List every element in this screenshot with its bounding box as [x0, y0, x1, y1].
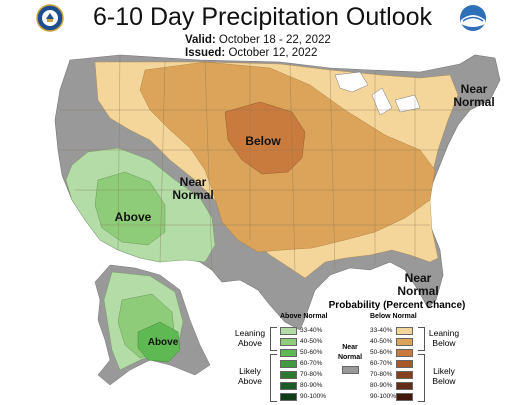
legend-likely-above-2: Above	[237, 376, 263, 386]
legend-leaning-below-2: Below	[432, 338, 456, 348]
label-near-west-2: Normal	[172, 188, 213, 202]
valid-label: Valid:	[185, 34, 216, 46]
legend-below-swatch	[396, 327, 413, 335]
legend-bracket-likely-below	[418, 354, 425, 402]
legend-below-swatch-label: 60-70%	[370, 360, 393, 367]
legend-above-swatch	[280, 371, 297, 379]
page-title: 6-10 Day Precipitation Outlook	[92, 3, 433, 31]
legend-above-swatch	[280, 393, 297, 401]
legend-below-swatch	[396, 338, 413, 346]
legend-above-swatch	[280, 338, 297, 346]
legend-leaning-below-1: Leaning	[428, 328, 460, 338]
label-near-ne-1: Near	[461, 82, 488, 96]
legend-below-swatch-label: 33-40%	[370, 327, 393, 334]
label-above-alaska: Above	[148, 337, 179, 348]
legend-likely-below: Likely Below	[426, 366, 462, 386]
alaska-above-50-60-area	[137, 321, 181, 363]
issued-date: October 12, 2022	[228, 47, 318, 59]
legend-below-swatch	[396, 360, 413, 368]
label-above-west: Above	[115, 210, 152, 224]
issued-label: Issued:	[185, 47, 226, 59]
commerce-seal-icon	[36, 4, 64, 32]
great-lakes	[334, 71, 421, 116]
legend-below-header: Below Normal	[370, 313, 417, 320]
valid-dates: October 18 - 22, 2022	[218, 34, 331, 46]
legend-above-swatch-label: 90-100%	[300, 393, 327, 400]
legend-likely-above-1: Likely	[239, 366, 261, 376]
legend-above-swatch-label: 50-60%	[300, 349, 323, 356]
label-below-center: Below	[245, 134, 281, 148]
legend-likely-below-2: Below	[432, 376, 456, 386]
label-near-se-2: Normal	[397, 284, 438, 298]
state-borders	[60, 54, 470, 271]
legend-likely-below-1: Likely	[433, 366, 455, 376]
legend-leaning-above-2: Above	[237, 338, 263, 348]
legend-title: Probability (Percent Chance)	[328, 300, 466, 311]
legend-bracket-likely-above	[270, 354, 277, 402]
legend-above-swatch	[280, 327, 297, 335]
legend-below-swatch-label: 90-100%	[370, 393, 397, 400]
label-near-se-1: Near	[405, 271, 432, 285]
legend-leaning-below: Leaning Below	[426, 328, 462, 348]
above-40-50-area	[94, 171, 166, 246]
legend-above-swatch-label: 40-50%	[300, 338, 323, 345]
legend-near-1: Near	[342, 344, 358, 351]
legend-below-swatch	[396, 371, 413, 379]
legend-above-swatch-label: 80-90%	[300, 382, 323, 389]
legend-above-swatch-label: 33-40%	[300, 327, 323, 334]
issued-line: Issued: October 12, 2022	[185, 47, 317, 59]
legend-below-swatch	[396, 382, 413, 390]
valid-line: Valid: October 18 - 22, 2022	[185, 34, 331, 46]
legend-near-normal-swatch	[342, 366, 359, 374]
noaa-logo-icon	[460, 5, 486, 31]
legend-likely-above: Likely Above	[232, 366, 268, 386]
legend-near-2: Normal	[337, 354, 363, 361]
legend-below-swatch-label: 50-60%	[370, 349, 393, 356]
legend: Probability (Percent Chance) Above Norma…	[232, 300, 522, 404]
legend-below-swatch-label: 40-50%	[370, 338, 393, 345]
legend-below-swatch	[396, 393, 413, 401]
label-near-west-1: Near	[180, 175, 207, 189]
legend-above-swatch-label: 70-80%	[300, 371, 323, 378]
legend-bracket-leaning-below	[418, 327, 425, 351]
legend-above-swatch	[280, 349, 297, 357]
legend-above-swatch	[280, 382, 297, 390]
legend-leaning-above: Leaning Above	[232, 328, 268, 348]
legend-above-swatch	[280, 360, 297, 368]
legend-bracket-leaning-above	[270, 327, 277, 351]
legend-above-swatch-label: 60-70%	[300, 360, 323, 367]
legend-below-swatch	[396, 349, 413, 357]
legend-above-header: Above Normal	[280, 313, 328, 320]
legend-near-normal-label: Near Normal	[330, 343, 370, 363]
legend-leaning-above-1: Leaning	[234, 328, 266, 338]
label-near-ne-2: Normal	[453, 95, 494, 109]
legend-below-swatch-label: 80-90%	[370, 382, 393, 389]
legend-below-swatch-label: 70-80%	[370, 371, 393, 378]
